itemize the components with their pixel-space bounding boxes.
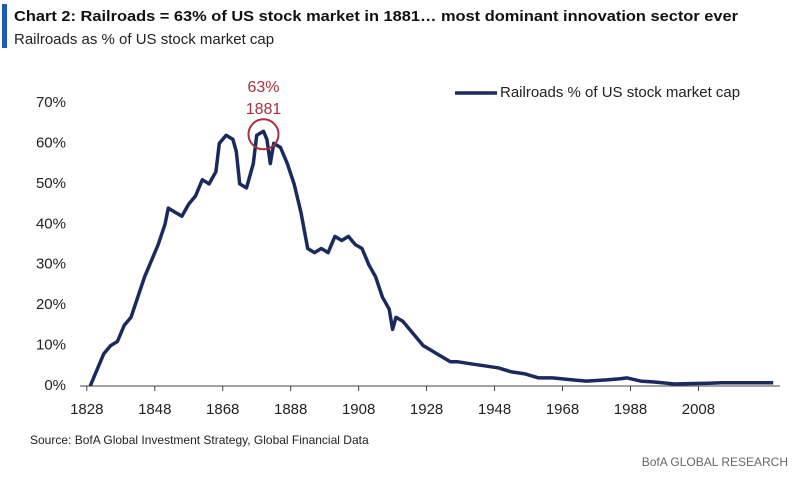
- x-tick-label: 1888: [274, 401, 307, 418]
- chart-subtitle: Railroads as % of US stock market cap: [14, 31, 274, 48]
- branding: BofA GLOBAL RESEARCH: [642, 455, 788, 469]
- annotation: 1881: [246, 101, 282, 118]
- title-bar: [2, 4, 7, 48]
- x-tick-label: 1988: [614, 401, 647, 418]
- x-tick-label: 1828: [70, 401, 103, 418]
- chart-title: Chart 2: Railroads = 63% of US stock mar…: [14, 8, 738, 25]
- x-tick-label: 1868: [206, 401, 239, 418]
- source: Source: BofA Global Investment Strategy,…: [30, 433, 369, 447]
- peak-circle: [247, 118, 280, 151]
- x-tick-label: 1848: [138, 401, 171, 418]
- y-tick-label: 30%: [36, 256, 66, 273]
- y-tick-label: 60%: [36, 134, 66, 151]
- x-tick-label: 1908: [342, 401, 375, 418]
- x-tick-label: 1948: [478, 401, 511, 418]
- legend-label: Railroads % of US stock market cap: [500, 84, 740, 101]
- y-tick-label: 50%: [36, 175, 66, 192]
- data-line: [88, 129, 774, 387]
- x-tick-label: 1928: [410, 401, 443, 418]
- y-tick-label: 70%: [36, 94, 66, 111]
- y-tick-label: 40%: [36, 215, 66, 232]
- annotation: 63%: [247, 79, 279, 96]
- x-tick-label: 1968: [546, 401, 579, 418]
- y-tick-label: 20%: [36, 296, 66, 313]
- y-tick-label: 0%: [44, 377, 66, 394]
- x-tick-label: 2008: [682, 401, 715, 418]
- y-tick-label: 10%: [36, 337, 66, 354]
